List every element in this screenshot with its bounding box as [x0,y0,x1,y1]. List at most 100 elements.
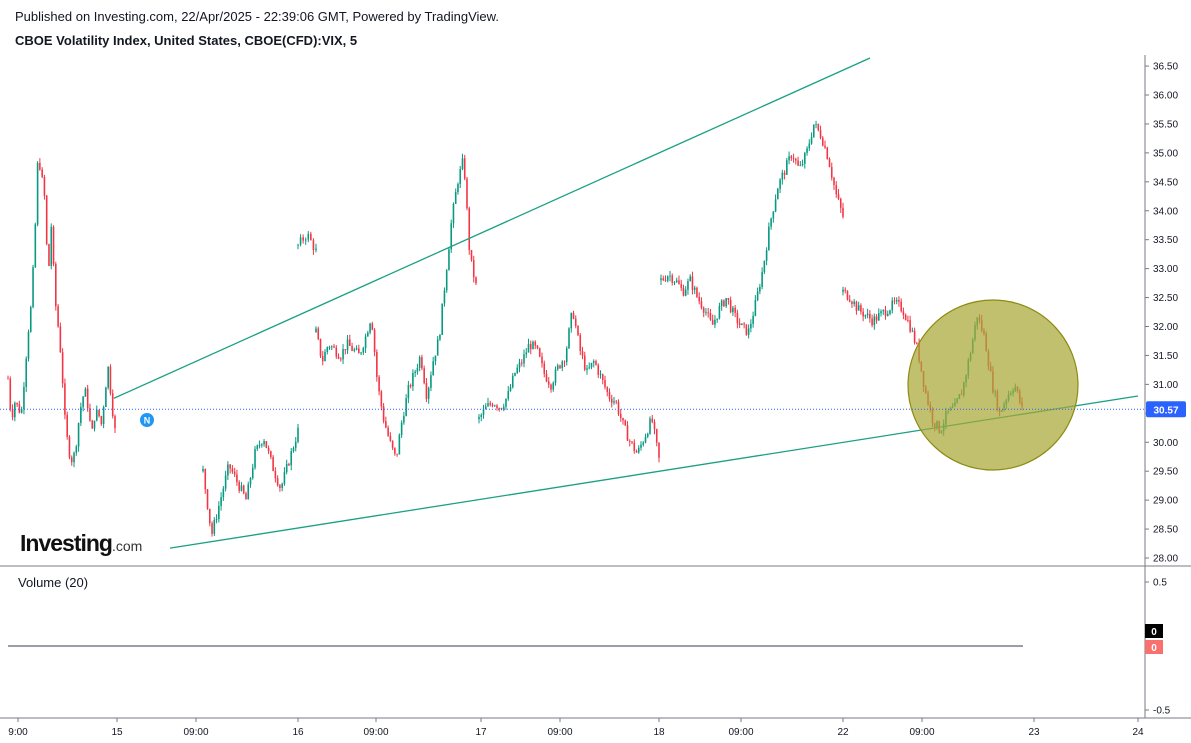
candle-body [734,307,736,313]
candle-body [441,303,443,335]
candle-body [837,194,840,199]
candle-body [700,301,703,308]
candle-body [617,401,620,414]
volume-tick-label: -0.5 [1153,706,1171,717]
last-price-label: 30.57 [1153,405,1178,416]
candle-body [349,339,351,346]
volume-axis[interactable]: 0.5 -0.5 0 0 [8,578,1171,717]
candle-body [565,348,568,363]
candle-body [649,418,651,434]
candle-body [815,123,817,125]
candle-body [315,248,317,251]
candle-body [830,167,833,178]
candle-body [804,152,806,164]
candle-body [360,352,362,354]
candle-body [378,376,380,392]
candle-body [709,312,712,320]
candle-body [518,362,521,368]
candle-body [475,277,477,284]
candle-body [98,409,100,417]
candle-body [265,441,268,448]
candle-body [511,375,514,388]
candle-body [222,488,225,498]
candle-body [100,416,103,425]
candle-body [270,451,272,458]
candle-body [77,423,80,447]
candle-body [795,158,797,161]
candle-body [245,493,247,500]
candle-body [285,463,288,473]
candle-body [810,137,813,144]
candle-body [231,468,234,472]
candle-body [696,287,698,297]
candle-body [353,349,356,351]
candle-body [651,418,654,422]
candle-body [707,312,709,314]
candle-body [913,330,916,343]
candle-body [819,130,822,138]
candle-body [59,326,62,353]
candle-body [756,291,759,301]
candle-body [346,339,349,351]
candle-body [339,358,342,360]
candle-body [660,278,662,281]
candle-body [736,312,739,324]
candle-body [489,403,492,405]
candle-body [909,320,911,332]
candle-body [434,355,437,362]
candle-body [427,387,430,399]
candle-body [646,433,649,437]
time-tick-label: 15 [111,727,123,738]
candle-body [102,407,105,425]
candle-body [626,425,629,441]
symbol-title: CBOE Volatility Index, United States, CB… [15,33,358,48]
price-axis[interactable]: 36.50 36.00 35.50 35.00 34.50 34.00 33.50 33.00… [1145,62,1178,565]
candle-body [111,393,114,417]
candle-body [218,505,220,519]
candle-body [432,361,434,376]
candle-body [425,383,428,399]
candle-body [754,300,757,316]
candle-body [403,415,405,423]
candle-body [900,301,902,312]
candle-body [873,316,876,326]
candle-body [11,408,14,418]
candle-body [698,296,700,302]
candle-body [599,374,602,376]
candle-body [52,226,55,265]
candle-body [904,314,907,321]
candle-body [405,398,407,416]
candle-body [362,348,365,353]
time-axis[interactable]: 9:00 15 09:00 16 09:00 17 09:00 18 09:00 22 09:00 2… [8,718,1144,738]
candle-body [91,420,94,429]
candle-body [32,267,34,308]
candle-body [414,371,416,373]
candle-body [423,368,425,384]
candle-body [457,184,459,193]
candle-body [765,250,768,261]
candle-body [498,408,501,409]
candle-body [882,310,885,312]
candle-body [400,422,403,436]
candle-body [790,156,793,159]
overlay-group: 30.57 N [0,299,1186,471]
candle-body [853,301,855,304]
candle-body [276,478,279,486]
candle-body [635,450,638,453]
candle-body [574,318,577,327]
candle-body [18,404,21,413]
candle-body [857,305,860,311]
candle-body [846,290,849,300]
candle-body [312,240,315,251]
candle-body [529,343,532,350]
candle-body [590,362,593,368]
candle-body [779,179,781,189]
candle-body [249,478,252,485]
candle-body [772,211,775,219]
time-tick-label: 09:00 [183,727,208,738]
candle-body [581,350,584,356]
candle-body [304,239,307,241]
candle-body [516,367,519,373]
price-tick-label: 31.50 [1153,351,1178,362]
